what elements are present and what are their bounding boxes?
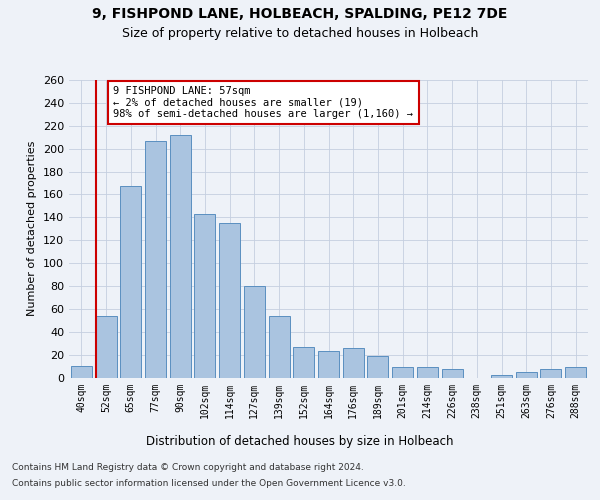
Text: 9, FISHPOND LANE, HOLBEACH, SPALDING, PE12 7DE: 9, FISHPOND LANE, HOLBEACH, SPALDING, PE… <box>92 8 508 22</box>
Bar <box>541 370 562 378</box>
Bar <box>343 348 364 378</box>
Bar <box>417 367 438 378</box>
Bar <box>170 135 191 378</box>
Bar <box>120 186 141 378</box>
Text: 9 FISHPOND LANE: 57sqm
← 2% of detached houses are smaller (19)
98% of semi-deta: 9 FISHPOND LANE: 57sqm ← 2% of detached … <box>113 86 413 119</box>
Bar <box>293 346 314 378</box>
Bar <box>516 372 537 378</box>
Bar <box>392 367 413 378</box>
Y-axis label: Number of detached properties: Number of detached properties <box>28 141 37 316</box>
Bar <box>244 286 265 378</box>
Bar <box>269 316 290 378</box>
Bar <box>219 223 240 378</box>
Text: Size of property relative to detached houses in Holbeach: Size of property relative to detached ho… <box>122 28 478 40</box>
Text: Distribution of detached houses by size in Holbeach: Distribution of detached houses by size … <box>146 435 454 448</box>
Bar <box>318 351 339 378</box>
Bar <box>194 214 215 378</box>
Text: Contains HM Land Registry data © Crown copyright and database right 2024.: Contains HM Land Registry data © Crown c… <box>12 462 364 471</box>
Bar <box>95 316 116 378</box>
Bar <box>367 356 388 378</box>
Bar <box>491 375 512 378</box>
Bar <box>565 367 586 378</box>
Text: Contains public sector information licensed under the Open Government Licence v3: Contains public sector information licen… <box>12 478 406 488</box>
Bar <box>442 370 463 378</box>
Bar <box>145 140 166 378</box>
Bar <box>71 366 92 378</box>
